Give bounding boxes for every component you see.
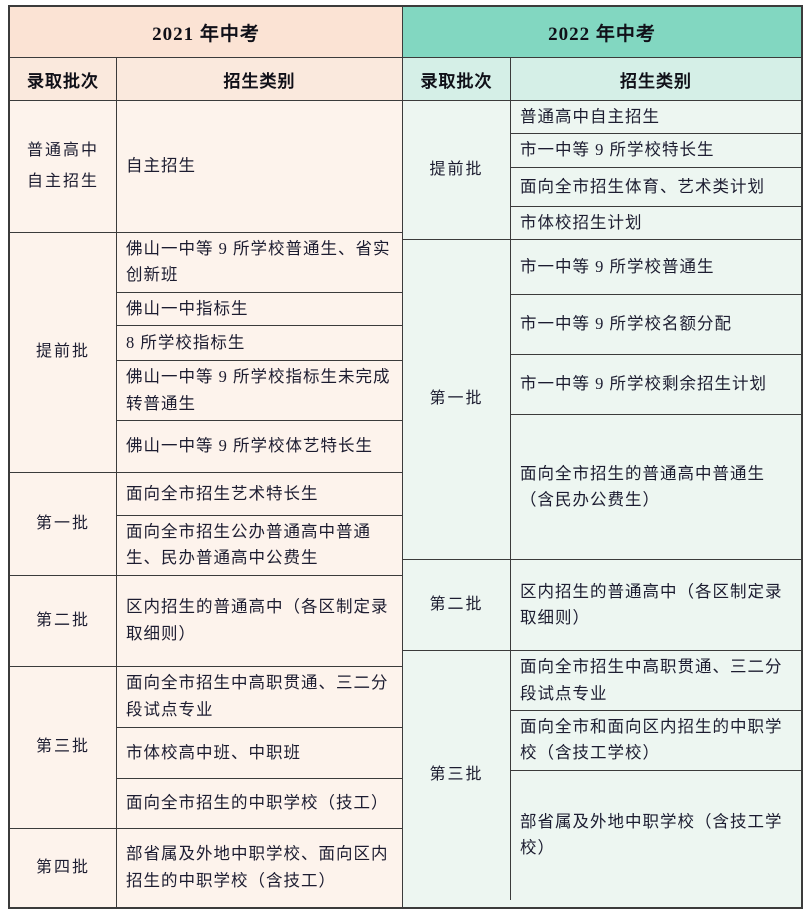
category-item: 面向全市招生的中职学校（技工） [117, 777, 402, 828]
batch-group-disipi: 第四批 部省属及外地中职学校、面向区内招生的中职学校（含技工） [10, 827, 402, 907]
category-items: 面向全市招生艺术特长生 面向全市招生公办普通高中普通生、民办普通高中公费生 [117, 473, 402, 575]
exam-comparison-table: 2021 年中考 录取批次 招生类别 普通高中自主招生 自主招生 提前批 佛山一… [8, 5, 803, 909]
category-items: 面向全市招生中高职贯通、三二分段试点专业 面向全市和面向区内招生的中职学校（含技… [511, 651, 801, 900]
category-item: 区内招生的普通高中（各区制定录取细则） [520, 581, 783, 628]
category-item: 面向全市招生的普通高中普通生（含民办公费生） [511, 414, 801, 559]
category-column-header: 招生类别 [223, 71, 296, 91]
year-2021-header: 2021 年中考 [10, 7, 402, 57]
category-items: 区内招生的普通高中（各区制定录取细则） [117, 576, 402, 666]
category-item: 区内招生的普通高中（各区制定录取细则） [126, 597, 389, 643]
batch-group-disanpi: 第三批 面向全市招生中高职贯通、三二分段试点专业 面向全市和面向区内招生的中职学… [403, 650, 801, 900]
batch-cell: 第四批 [10, 828, 117, 907]
category-item: 面向全市招生中高职贯通、三二分段试点专业 [126, 673, 389, 719]
year-2022-section: 2022 年中考 录取批次 招生类别 提前批 普通高中自主招生 市一中等 9 所… [403, 7, 801, 907]
category-item: 部省属及外地中职学校、面向区内招生的中职学校（含技工） [126, 844, 389, 890]
batch-group-tiqianpi: 提前批 普通高中自主招生 市一中等 9 所学校特长生 面向全市招生体育、艺术类计… [403, 100, 801, 240]
batch-group-tiqianpi: 提前批 佛山一中等 9 所学校普通生、省实创新班 佛山一中指标生 8 所学校指标… [10, 232, 402, 472]
batch-column-header: 录取批次 [10, 58, 117, 100]
batch-group-disanpi: 第三批 面向全市招生中高职贯通、三二分段试点专业 市体校高中班、中职班 面向全市… [10, 665, 402, 828]
category-items: 部省属及外地中职学校、面向区内招生的中职学校（含技工） [117, 829, 402, 907]
category-item: 市体校招生计划 [511, 205, 801, 239]
category-column-header: 招生类别 [620, 71, 692, 91]
batch-cell: 第三批 [403, 651, 511, 900]
batch-cell: 第一批 [403, 240, 511, 560]
category-items: 自主招生 [117, 101, 402, 232]
category-item: 佛山一中指标生 [117, 291, 402, 325]
category-item: 普通高中自主招生 [520, 107, 660, 126]
year-2022-header: 2022 年中考 [403, 7, 801, 57]
category-item: 市一中等 9 所学校名额分配 [511, 294, 801, 354]
category-item: 面向全市招生公办普通高中普通生、民办普通高中公费生 [117, 514, 402, 575]
batch-group-dierpi: 第二批 区内招生的普通高中（各区制定录取细则） [10, 574, 402, 666]
category-item: 部省属及外地中职学校（含技工学校） [511, 769, 801, 900]
category-items: 市一中等 9 所学校普通生 市一中等 9 所学校名额分配 市一中等 9 所学校剩… [511, 240, 801, 559]
category-item: 面向全市招生中高职贯通、三二分段试点专业 [520, 657, 783, 703]
batch-group-diyipi: 第一批 面向全市招生艺术特长生 面向全市招生公办普通高中普通生、民办普通高中公费… [10, 471, 402, 575]
category-item: 市体校高中班、中职班 [117, 726, 402, 778]
category-item: 市一中等 9 所学校普通生 [520, 256, 715, 276]
category-item: 佛山一中等 9 所学校体艺特长生 [117, 419, 402, 472]
batch-cell: 第三批 [10, 666, 117, 828]
category-item: 面向全市和面向区内招生的中职学校（含技工学校） [511, 709, 801, 770]
batch-cell: 普通高中自主招生 [10, 101, 117, 232]
batch-cell: 第一批 [10, 472, 117, 575]
category-items: 面向全市招生中高职贯通、三二分段试点专业 市体校高中班、中职班 面向全市招生的中… [117, 667, 402, 828]
category-item: 市一中等 9 所学校剩余招生计划 [511, 354, 801, 414]
batch-cell: 第二批 [10, 575, 117, 666]
year-2022-column-headers: 录取批次 招生类别 [403, 57, 801, 100]
category-items: 区内招生的普通高中（各区制定录取细则） [511, 560, 801, 650]
category-item: 佛山一中等 9 所学校普通生、省实创新班 [126, 239, 391, 285]
batch-cell: 提前批 [10, 233, 117, 472]
category-item: 面向全市招生体育、艺术类计划 [511, 166, 801, 206]
category-item: 自主招生 [126, 156, 196, 176]
batch-cell: 提前批 [403, 101, 511, 240]
batch-group-dierpi: 第二批 区内招生的普通高中（各区制定录取细则） [403, 559, 801, 651]
category-items: 佛山一中等 9 所学校普通生、省实创新班 佛山一中指标生 8 所学校指标生 佛山… [117, 233, 402, 472]
year-2021-column-headers: 录取批次 招生类别 [10, 57, 402, 100]
category-item: 佛山一中等 9 所学校指标生未完成转普通生 [117, 360, 402, 420]
batch-group-diyipi: 第一批 市一中等 9 所学校普通生 市一中等 9 所学校名额分配 市一中等 9 … [403, 239, 801, 560]
category-item: 8 所学校指标生 [117, 325, 402, 360]
category-item: 市一中等 9 所学校特长生 [511, 133, 801, 166]
category-items: 普通高中自主招生 市一中等 9 所学校特长生 面向全市招生体育、艺术类计划 市体… [511, 101, 801, 239]
category-item: 面向全市招生艺术特长生 [126, 483, 319, 503]
batch-column-header: 录取批次 [403, 58, 511, 100]
batch-group-zizhu: 普通高中自主招生 自主招生 [10, 100, 402, 232]
year-2021-section: 2021 年中考 录取批次 招生类别 普通高中自主招生 自主招生 提前批 佛山一… [10, 7, 403, 907]
batch-cell: 第二批 [403, 560, 511, 651]
